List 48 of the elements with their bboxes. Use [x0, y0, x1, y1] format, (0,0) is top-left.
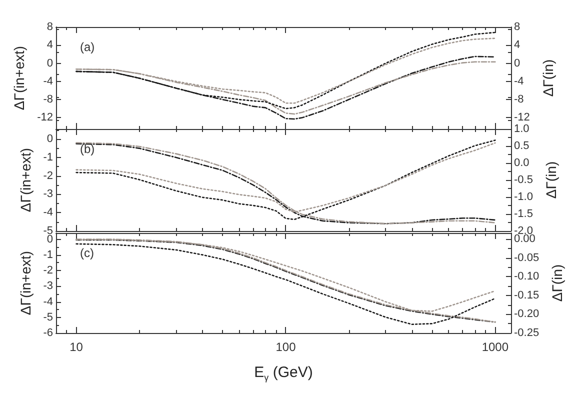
y2-tick-label: 0.00 — [514, 233, 536, 246]
y2-tick-label: -0.25 — [514, 327, 540, 339]
y-tick-label: -4 — [43, 75, 53, 88]
y2-axis-title: ΔΓ(in) — [542, 161, 559, 199]
y2-tick-label: -1.5 — [514, 208, 533, 220]
y-tick-label: -3 — [43, 280, 53, 292]
y-tick-label: -2 — [43, 264, 53, 276]
y2-tick-label: -0.15 — [514, 289, 540, 302]
x-tick-label: 1000 — [482, 340, 509, 354]
y2-tick-label: -1.0 — [514, 191, 533, 203]
y-axis-title: ΔΓ(in+ext) — [17, 250, 34, 316]
y-tick-label: -1 — [43, 248, 53, 261]
y-tick-label: -2 — [43, 170, 53, 182]
y2-tick-label: 8 — [514, 21, 520, 33]
y2-tick-label: -12 — [514, 112, 530, 124]
y2-tick-label: -0.5 — [514, 174, 533, 186]
y2-axis-title: ΔΓ(in) — [548, 264, 565, 302]
y2-tick-label: 0.5 — [514, 140, 530, 152]
y-tick-label: 4 — [46, 39, 53, 52]
y-tick-label: -5 — [43, 311, 53, 324]
y-axis-title: ΔΓ(in+ext) — [17, 148, 34, 212]
y2-axis-title: ΔΓ(in) — [540, 59, 556, 97]
y2-tick-label: 4 — [514, 39, 520, 52]
y-tick-label: 0 — [46, 233, 53, 246]
y-axis-title: ΔΓ(in+ext) — [11, 46, 28, 110]
y2-tick-label: -0.20 — [514, 308, 540, 320]
y-tick-label: -4 — [43, 296, 53, 308]
y2-tick-label: -0.05 — [514, 252, 540, 264]
y-tick-label: -1 — [43, 151, 53, 164]
y-tick-label: -3 — [43, 188, 53, 200]
annotation: (a) — [80, 40, 95, 54]
y2-tick-label: 0 — [514, 57, 520, 70]
y-tick-label: 0 — [46, 57, 53, 70]
y2-tick-label: 1.0 — [514, 123, 530, 135]
annotation: (c) — [80, 246, 94, 260]
y2-tick-label: -4 — [514, 75, 524, 88]
x-tick-label: 100 — [276, 340, 296, 354]
y-tick-label: -4 — [43, 206, 53, 219]
y2-tick-label: -0.10 — [514, 270, 540, 283]
annotation: (b) — [80, 142, 95, 156]
y-tick-label: -6 — [43, 327, 53, 339]
y-tick-label: 8 — [46, 21, 53, 33]
y-tick-label: -8 — [43, 94, 53, 106]
y2-tick-label: -8 — [514, 94, 524, 106]
x-tick-label: 10 — [70, 340, 84, 354]
y-tick-label: 0 — [46, 133, 53, 146]
y2-tick-label: 0.0 — [514, 157, 530, 169]
y-tick-label: -12 — [37, 112, 53, 124]
